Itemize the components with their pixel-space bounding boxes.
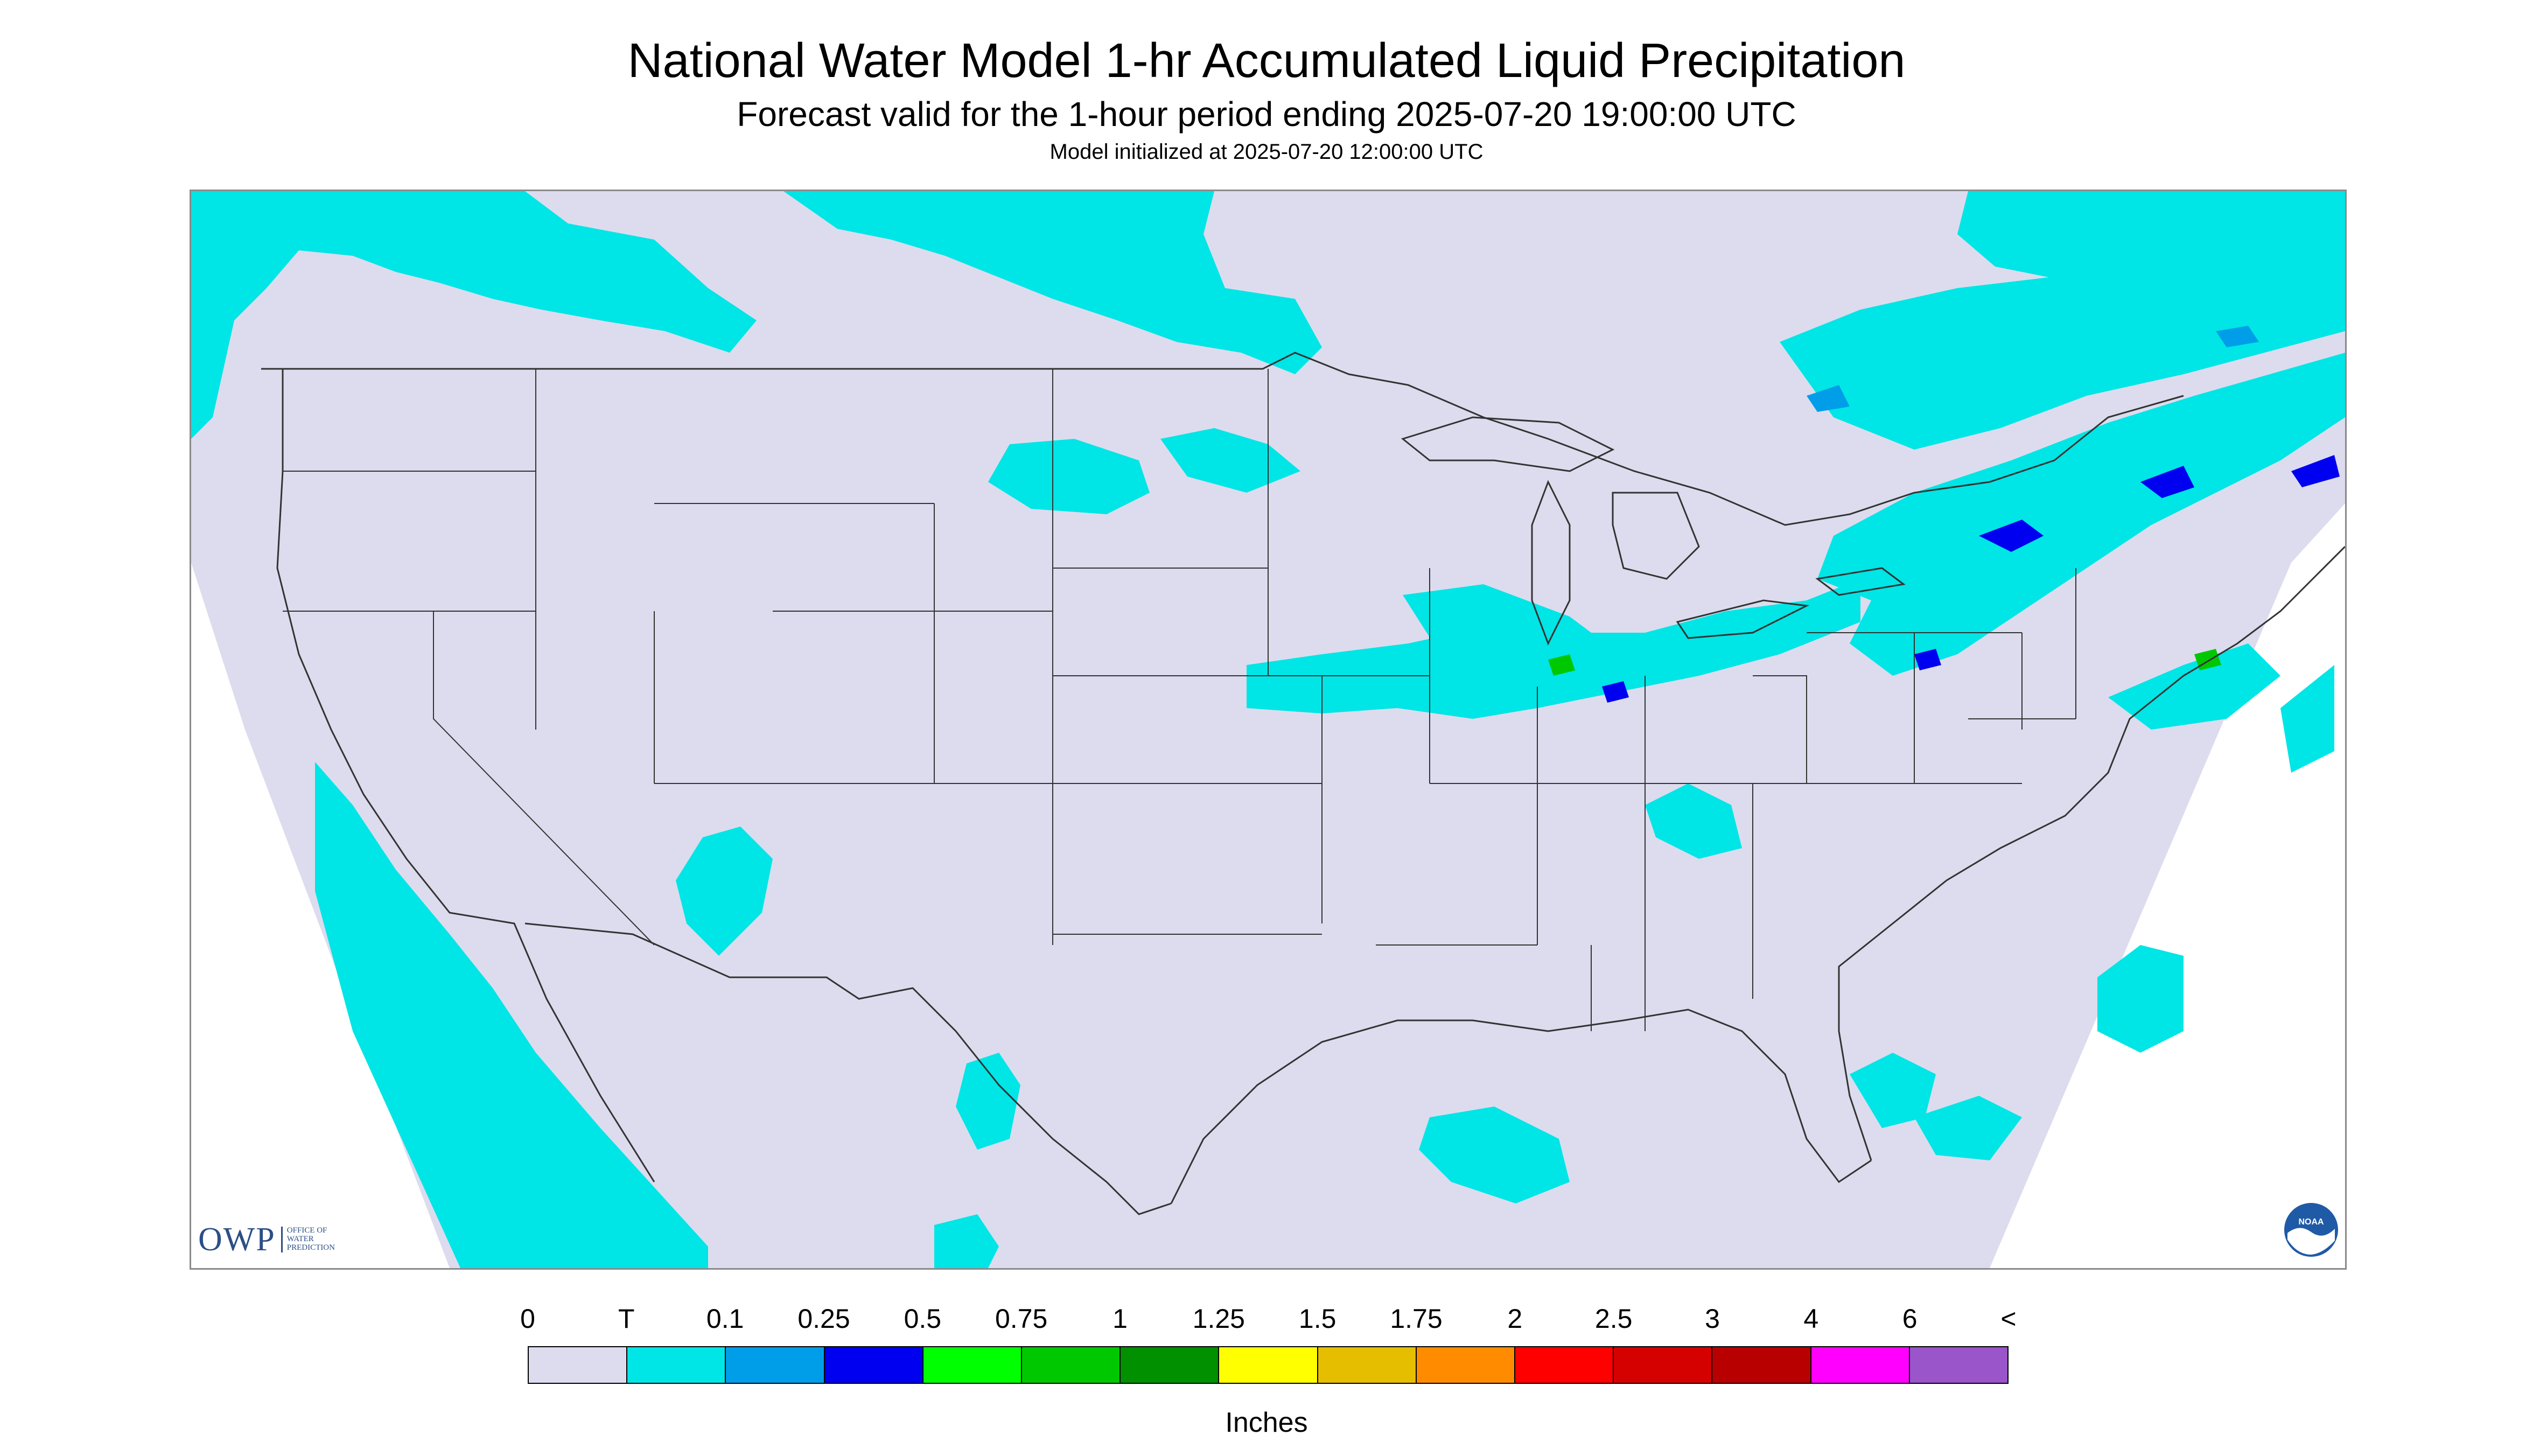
precip-atlantic-offshore-south <box>2097 945 2184 1053</box>
precip-northern-plains <box>988 439 1150 514</box>
legend-tick-label: 0.75 <box>995 1304 1048 1334</box>
legend-ticks: 0 T 0.1 0.25 0.5 0.75 1 1.25 1.5 1.75 2 2.5 3 4 6 < <box>520 1303 2017 1335</box>
legend-tick-label: T <box>618 1304 635 1334</box>
coast-atlantic <box>1838 545 2345 1161</box>
coastlines <box>276 369 2345 1204</box>
legend-swatch <box>1811 1347 1910 1383</box>
legend-tick-label: 3 <box>1705 1304 1720 1334</box>
lake-michigan <box>1531 480 1571 646</box>
precip-atlantic-offshore-north <box>2280 665 2334 773</box>
precipitation-map[interactable] <box>190 190 2347 1270</box>
precip-canada-prairies <box>783 191 1322 374</box>
chart-subtitle: Forecast valid for the 1-hour period end… <box>737 95 1796 134</box>
legend-tick-label: 0.5 <box>904 1304 942 1334</box>
owp-logo-subtext: OFFICE OF WATER PREDICTION <box>281 1227 335 1252</box>
precip-trace-areas <box>191 191 2345 1268</box>
state-lines-east <box>1753 568 2076 784</box>
legend-tick-label: 4 <box>1803 1304 1819 1334</box>
state-boundaries <box>283 369 2076 1031</box>
legend-tick-label: 1.25 <box>1192 1304 1245 1334</box>
precip-yucatan-area <box>1850 1053 1936 1128</box>
model-init-text: Model initialized at 2025-07-20 12:00:00… <box>1049 140 1484 164</box>
lake-ontario <box>1815 567 1906 596</box>
legend-swatch <box>529 1347 628 1383</box>
legend-swatch <box>1712 1347 1811 1383</box>
legend-swatch <box>1121 1347 1220 1383</box>
noaa-logo: NOAA <box>2284 1203 2338 1257</box>
precip-appalachians <box>1645 783 1742 859</box>
legend-swatch <box>824 1347 923 1383</box>
legend-swatch <box>1614 1347 1713 1383</box>
owp-logo: OWP OFFICE OF WATER PREDICTION <box>198 1218 335 1261</box>
legend-swatch <box>1318 1347 1417 1383</box>
legend-swatch <box>726 1347 825 1383</box>
precip-dakotas <box>1160 428 1300 493</box>
precip-mexico-south <box>934 1214 999 1268</box>
legend-swatch <box>923 1347 1023 1383</box>
precip-ne-canada-top <box>1957 191 2345 283</box>
legend-swatch <box>1909 1347 2008 1383</box>
state-lines-plains <box>1053 369 1430 935</box>
state-lines-central <box>1376 568 1753 1031</box>
precip-southeast-atlantic <box>1914 1096 2022 1160</box>
lake-erie <box>1676 599 1810 639</box>
map-svg <box>191 191 2345 1268</box>
precip-core-ne-1 <box>1979 520 2044 552</box>
legend-tick-label: 0.25 <box>797 1304 850 1334</box>
legend-tick-label: 2 <box>1507 1304 1523 1334</box>
precip-core-quebec-2 <box>1807 385 1850 412</box>
legend-swatch <box>1515 1347 1614 1383</box>
legend-tick-label: 0.1 <box>706 1304 744 1334</box>
lake-huron <box>1612 492 1700 580</box>
border-us-canada <box>261 352 2184 526</box>
legend-tick-label: 1.5 <box>1298 1304 1337 1334</box>
precip-core-ne-3 <box>2291 455 2340 487</box>
lake-superior <box>1401 416 1615 472</box>
outside-domain-right <box>1990 503 2345 1268</box>
legend-tick-label: 1.75 <box>1390 1304 1443 1334</box>
legend-swatch <box>1022 1347 1121 1383</box>
legend-tick-label: 6 <box>1902 1304 1918 1334</box>
legend-swatch <box>627 1347 726 1383</box>
legend-tick-label: 1 <box>1112 1304 1128 1334</box>
precip-core-quebec <box>2216 326 2259 347</box>
precip-core-indiana <box>1602 681 1629 703</box>
colorbar-legend <box>528 1346 2009 1384</box>
border-us-mexico <box>524 922 1172 1215</box>
precip-core-pa <box>1914 649 1941 670</box>
owp-logo-text: OWP <box>198 1221 276 1258</box>
outside-domain-left <box>191 563 450 1268</box>
precip-quebec <box>1780 191 2345 450</box>
noaa-logo-text: NOAA <box>2298 1217 2324 1227</box>
precip-core-illinois <box>1548 654 1575 676</box>
coast-gulf <box>1170 1009 1872 1204</box>
owp-sub-line-2: WATER <box>286 1235 314 1244</box>
legend-tick-label: < <box>2000 1304 2017 1334</box>
precip-pacific-northwest <box>191 191 757 439</box>
owp-sub-line-1: OFFICE OF <box>286 1226 327 1235</box>
legend-swatch <box>1219 1347 1318 1383</box>
precip-core-ne-2 <box>2140 466 2194 498</box>
precip-atlantic-northeast <box>2108 643 2280 730</box>
great-lakes <box>1401 416 1906 646</box>
precip-texas-scattered <box>956 1053 1020 1150</box>
owp-sub-line-3: PREDICTION <box>286 1243 335 1252</box>
legend-swatch <box>1416 1347 1516 1383</box>
precip-arizona <box>676 827 773 956</box>
state-lines-west <box>283 369 1053 946</box>
precip-northeast-band <box>1817 353 2345 676</box>
legend-tick-label: 2.5 <box>1594 1304 1633 1334</box>
precip-california-coast <box>315 762 708 1268</box>
legend-units-label: Inches <box>1225 1407 1308 1438</box>
precip-gulf-of-mexico <box>1419 1107 1570 1203</box>
legend-tick-label: 0 <box>520 1304 535 1334</box>
chart-title: National Water Model 1-hr Accumulated Li… <box>627 34 1906 88</box>
coast-pacific <box>276 369 655 1182</box>
country-borders <box>261 352 2184 1215</box>
